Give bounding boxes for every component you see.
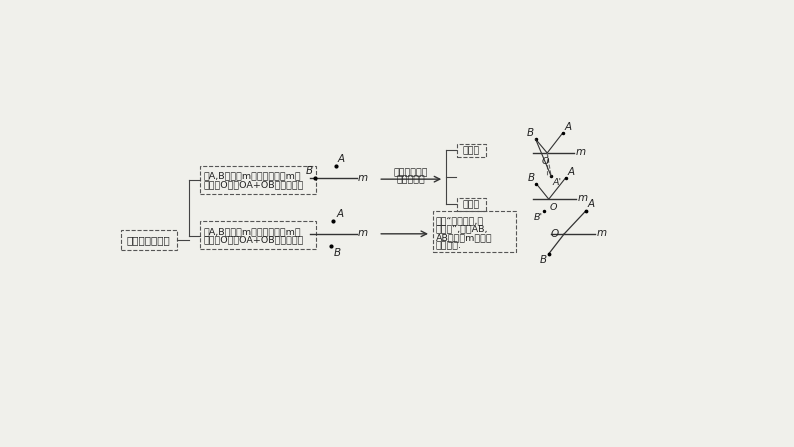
Text: 点A,B在直线m同侧，在直线m上: 点A,B在直线m同侧，在直线m上 bbox=[203, 172, 301, 181]
Text: B: B bbox=[540, 255, 547, 266]
Text: 段最短”,连接AB,: 段最短”,连接AB, bbox=[436, 224, 488, 234]
Text: O: O bbox=[549, 203, 557, 212]
Text: 点A,B在直线m异侧，在直线m上: 点A,B在直线m异侧，在直线m上 bbox=[203, 227, 301, 236]
Text: O: O bbox=[551, 229, 559, 239]
Text: m: m bbox=[576, 147, 586, 157]
Text: 近点法: 近点法 bbox=[463, 200, 480, 209]
Text: A: A bbox=[337, 209, 344, 219]
Text: 线段和最小问题: 线段和最小问题 bbox=[127, 235, 171, 245]
Text: 即为所求.: 即为所求. bbox=[436, 241, 461, 250]
Text: 找一点O，使OA+OB的値最小。: 找一点O，使OA+OB的値最小。 bbox=[203, 180, 303, 189]
Text: 同侧变异侧: 同侧变异侧 bbox=[396, 176, 425, 185]
Text: A': A' bbox=[553, 177, 561, 186]
Text: m: m bbox=[597, 228, 607, 238]
Text: m: m bbox=[577, 194, 588, 203]
Text: 找一点O，使OA+OB的値最小。: 找一点O，使OA+OB的値最小。 bbox=[203, 236, 303, 245]
Text: A: A bbox=[588, 199, 595, 209]
Text: 根据“两点之间,线: 根据“两点之间,线 bbox=[436, 216, 484, 225]
Text: A: A bbox=[568, 167, 575, 177]
Text: B: B bbox=[527, 128, 534, 138]
Text: B: B bbox=[305, 166, 312, 176]
Text: B': B' bbox=[534, 213, 542, 222]
Text: 远点法: 远点法 bbox=[463, 146, 480, 155]
Text: 根据轴对称，: 根据轴对称， bbox=[394, 168, 428, 177]
Text: A: A bbox=[565, 122, 572, 132]
Text: m: m bbox=[358, 228, 368, 238]
Text: O: O bbox=[542, 157, 549, 166]
Text: AB与直线m的交点: AB与直线m的交点 bbox=[436, 233, 492, 242]
Text: A: A bbox=[338, 154, 345, 164]
Text: B: B bbox=[528, 173, 535, 183]
Text: B: B bbox=[333, 249, 341, 258]
Text: m: m bbox=[358, 173, 368, 183]
